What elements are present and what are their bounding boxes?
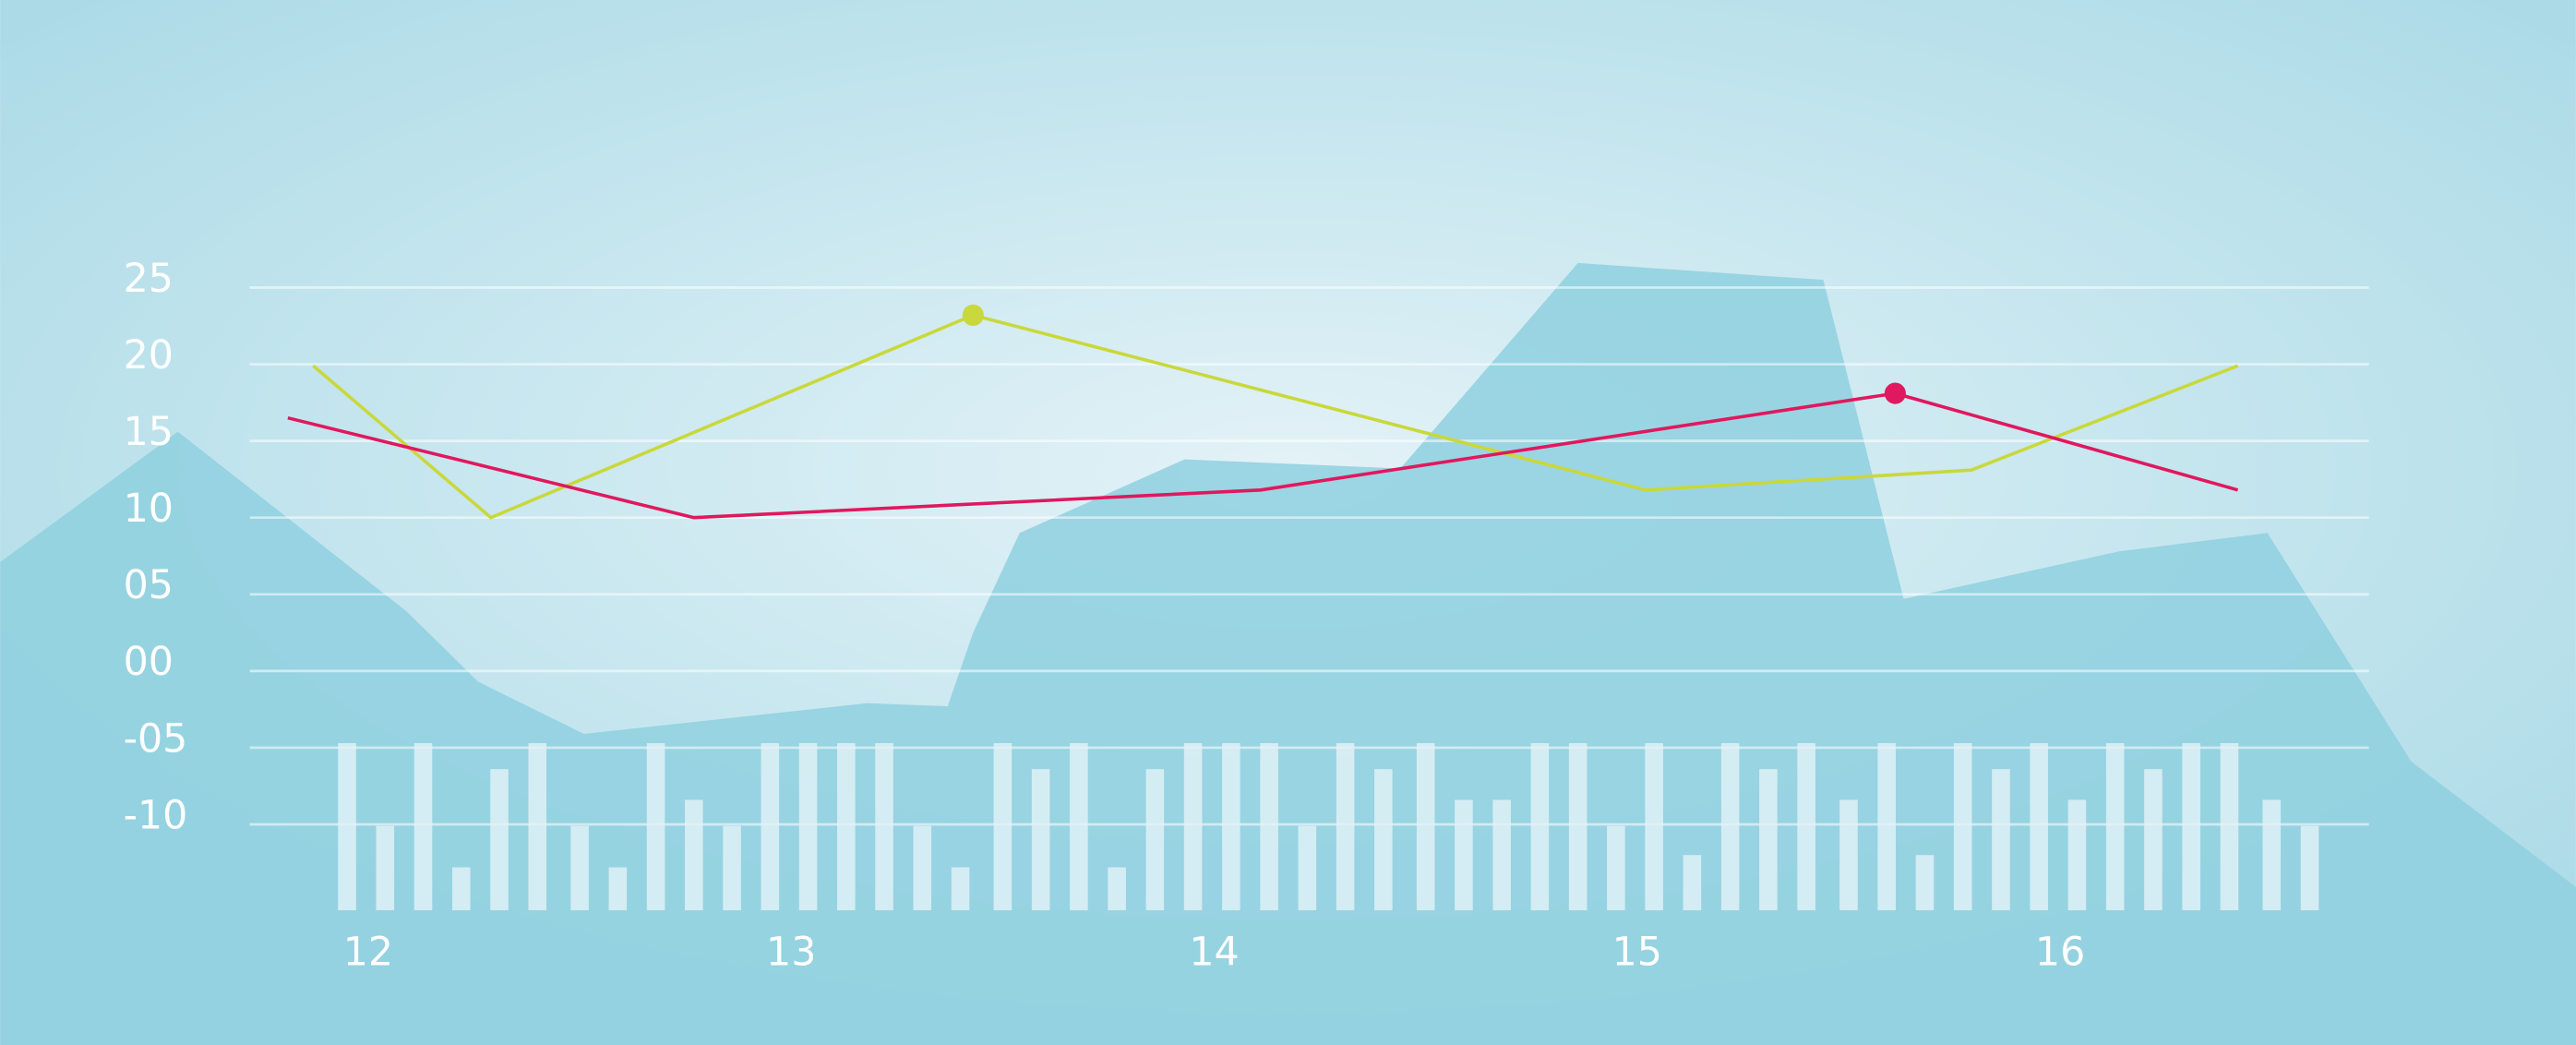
bar	[1108, 867, 1126, 911]
bar	[1416, 742, 1435, 911]
y-tick-label: 05	[124, 562, 174, 608]
x-tick-label: 12	[343, 930, 393, 976]
bar	[798, 742, 818, 911]
bar	[570, 825, 589, 911]
x-tick-label: 15	[1612, 930, 1662, 976]
bar	[1720, 742, 1740, 911]
bar	[1530, 742, 1550, 911]
bar	[1455, 799, 1473, 911]
bar	[1336, 742, 1355, 911]
bar	[2105, 742, 2125, 911]
highlight-point	[1884, 382, 1906, 404]
bar	[1759, 769, 1778, 911]
y-tick-label: 00	[124, 639, 174, 685]
area	[0, 262, 2576, 1045]
bar	[338, 742, 356, 911]
bar	[993, 742, 1012, 911]
bar	[1683, 855, 1702, 911]
x-tick-label: 13	[766, 930, 816, 976]
bar	[528, 742, 547, 911]
bar	[1797, 742, 1815, 911]
bar	[1374, 769, 1393, 911]
x-tick-label: 16	[2035, 930, 2085, 976]
bar	[646, 742, 665, 911]
y-tick-label: 15	[124, 409, 174, 455]
bar	[608, 867, 628, 911]
bar	[761, 742, 780, 911]
bar	[451, 867, 471, 911]
bar	[1915, 855, 1935, 911]
y-tick-label: -10	[124, 792, 188, 838]
bar	[951, 867, 970, 911]
highlight-point	[962, 304, 984, 326]
bar	[413, 742, 433, 911]
bar	[1839, 799, 1858, 911]
bar	[1145, 769, 1165, 911]
bar	[2300, 825, 2319, 911]
bar	[2030, 742, 2048, 911]
bar	[1992, 769, 2010, 911]
bar	[2262, 799, 2282, 911]
bar	[1568, 742, 1588, 911]
bar	[2144, 769, 2163, 911]
bar	[2067, 799, 2087, 911]
line	[287, 391, 2239, 520]
bar	[913, 825, 932, 911]
bar	[2182, 742, 2200, 911]
bar	[1222, 742, 1240, 911]
y-tick-label: 25	[124, 256, 174, 302]
bar	[1070, 742, 1088, 911]
bar	[1031, 769, 1050, 911]
y-tick-label: 20	[124, 332, 174, 378]
line	[312, 313, 2239, 520]
bar	[1492, 799, 1511, 911]
bar	[490, 769, 509, 911]
bar	[685, 799, 703, 911]
bar	[1953, 742, 1972, 911]
bar	[376, 825, 395, 911]
y-tick-label: -05	[124, 715, 188, 762]
bar	[1298, 825, 1317, 911]
bar	[1260, 742, 1278, 911]
bar	[1645, 742, 1663, 911]
bar	[2220, 742, 2239, 911]
bar	[1183, 742, 1203, 911]
x-tick-label: 14	[1189, 930, 1239, 976]
bar	[875, 742, 893, 911]
bar	[837, 742, 856, 911]
bar	[1607, 825, 1625, 911]
y-tick-label: 10	[124, 486, 174, 532]
bar	[1877, 742, 1896, 911]
bar	[723, 825, 741, 911]
